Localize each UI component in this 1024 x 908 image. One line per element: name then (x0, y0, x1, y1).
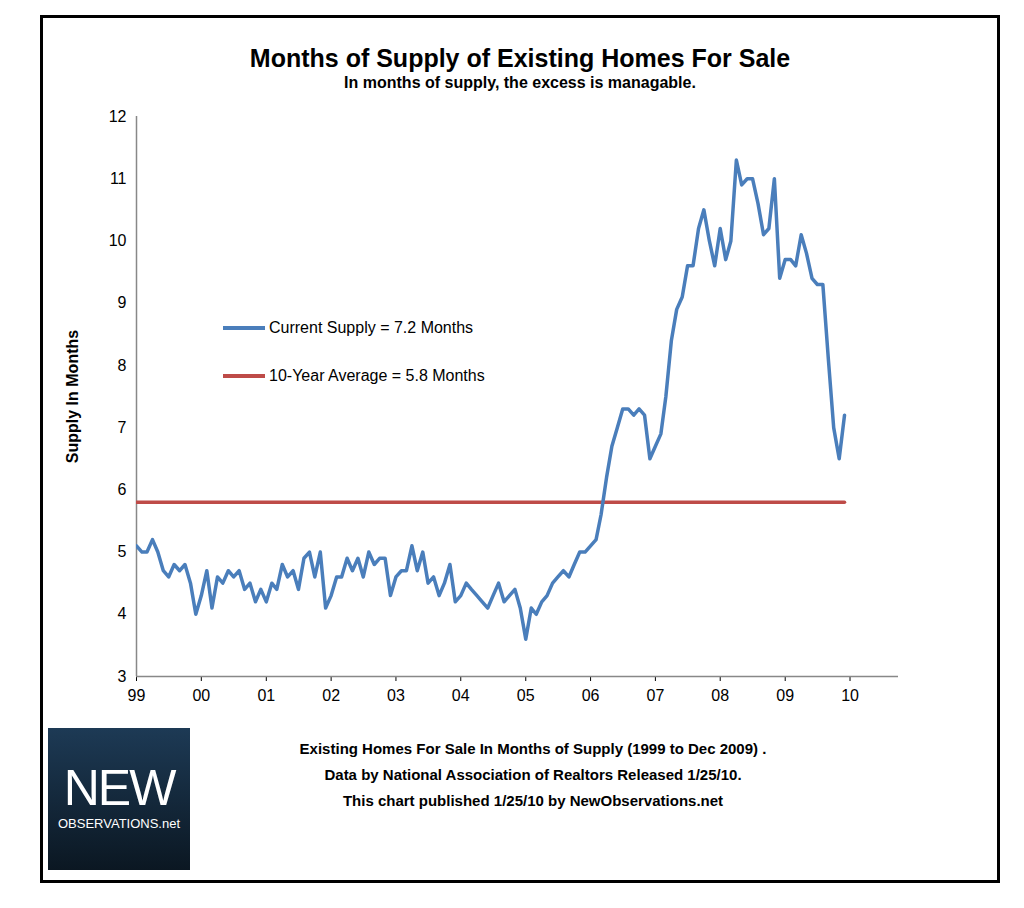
html-text:Data by National Association o: Data by National Association of Realtors… (324, 766, 742, 783)
svg-text:10: 10 (841, 687, 859, 704)
html-text:Existing Homes For Sale In Mon: Existing Homes For Sale In Months of Sup… (299, 740, 767, 757)
svg-text:10: 10 (109, 232, 127, 249)
svg-text:8: 8 (118, 357, 127, 374)
svg-text:06: 06 (582, 687, 600, 704)
svg-text:5: 5 (118, 543, 127, 560)
svg-text:09: 09 (776, 687, 794, 704)
svg-text:04: 04 (452, 687, 470, 704)
svg-text:12: 12 (109, 108, 127, 125)
html-text:In months of supply, the exces: In months of supply, the excess is manag… (344, 74, 696, 91)
svg-text:08: 08 (711, 687, 729, 704)
svg-text:6: 6 (118, 481, 127, 498)
html-text:NEW: NEW (63, 760, 175, 816)
html-text:OBSERVATIONS.net: OBSERVATIONS.net (57, 816, 180, 831)
svg-text:3: 3 (118, 668, 127, 685)
html-text:This chart published 1/25/10 b: This chart published 1/25/10 by NewObser… (342, 792, 724, 809)
svg-text:99: 99 (128, 687, 146, 704)
svg-text:4: 4 (118, 605, 127, 622)
svg-text:Supply In Months: Supply In Months (64, 330, 81, 463)
svg-text:9: 9 (118, 294, 127, 311)
svg-text:05: 05 (517, 687, 535, 704)
svg-text:07: 07 (646, 687, 664, 704)
svg-text:01: 01 (257, 687, 275, 704)
html-text:Current Supply = 7.2 Months: Current Supply = 7.2 Months (269, 319, 474, 336)
svg-text:7: 7 (118, 419, 127, 436)
svg-text:11: 11 (110, 170, 127, 187)
html-text:10-Year Average = 5.8 Months: 10-Year Average = 5.8 Months (269, 367, 485, 384)
html-text:Months of Supply of Existing H: Months of Supply of Existing Homes For S… (249, 44, 791, 72)
svg-text:02: 02 (322, 687, 340, 704)
svg-text:00: 00 (192, 687, 210, 704)
svg-text:03: 03 (387, 687, 405, 704)
